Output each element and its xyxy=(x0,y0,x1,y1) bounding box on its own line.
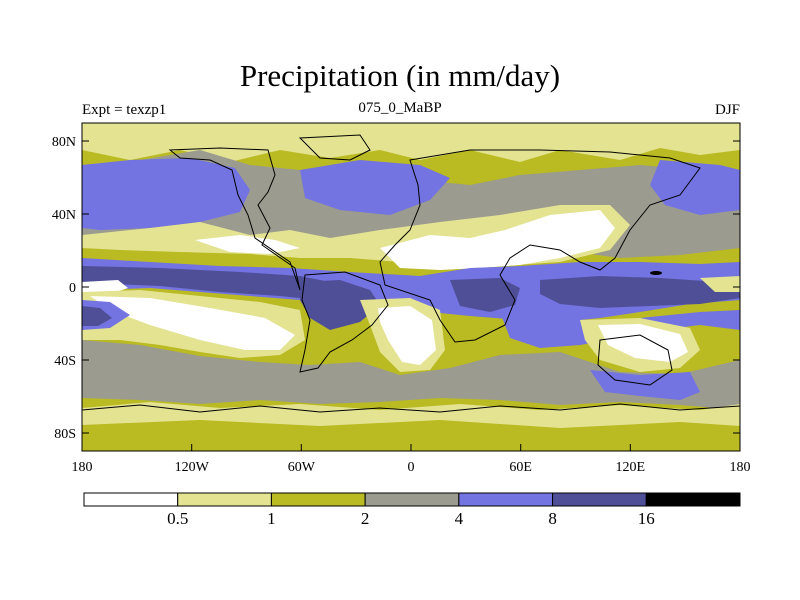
sh-midlatitude-gray xyxy=(82,340,740,410)
colorbar-level-label: 0.5 xyxy=(167,509,188,528)
colorbar-swatch xyxy=(552,492,647,507)
antarctic-olive xyxy=(82,420,740,451)
sahara-dry xyxy=(380,210,615,270)
colorbar-level-label: 4 xyxy=(455,509,464,528)
itcz-core xyxy=(82,266,340,300)
y-tick-label: 40S xyxy=(54,354,76,369)
time-label: 075_0_MaBP xyxy=(358,100,442,116)
map-fill-group xyxy=(82,123,740,451)
east-pacific-dry xyxy=(195,235,300,254)
x-tick-label: 180 xyxy=(730,460,751,475)
y-tick-label: 80N xyxy=(52,135,76,150)
chart-title: Precipitation (in mm/day) xyxy=(239,58,561,93)
colorbar-level-label: 1 xyxy=(267,509,276,528)
east-asia-wet xyxy=(650,160,740,215)
north-atlantic-wet xyxy=(300,160,450,215)
x-axis-ticks xyxy=(191,444,631,451)
y-tick-label: 0 xyxy=(69,281,76,296)
x-tick-label: 120W xyxy=(175,460,210,475)
x-tick-label: 60W xyxy=(288,460,316,475)
x-tick-label: 120E xyxy=(616,460,646,475)
south-atlantic-dry xyxy=(378,306,436,365)
sh-storm-wet xyxy=(590,370,700,400)
arctic-dry-zone xyxy=(82,123,740,162)
equatorial-dry-east xyxy=(700,276,740,292)
extreme-precip-spot xyxy=(650,271,662,275)
colorbar-level-label: 16 xyxy=(638,509,655,528)
x-tick-label: 60E xyxy=(509,460,532,475)
colorbar-swatch xyxy=(270,492,366,507)
equatorial-dry-west xyxy=(82,280,128,294)
x-tick-label: 0 xyxy=(408,460,415,475)
africa-core xyxy=(450,278,520,312)
colorbar-swatch xyxy=(83,492,179,507)
y-tick-label: 80S xyxy=(54,427,76,442)
coastline-australia xyxy=(597,334,673,386)
y-tick-label: 40N xyxy=(52,208,76,223)
coastlines xyxy=(82,134,740,413)
coastline-greenland xyxy=(298,134,371,161)
south-pacific-dry xyxy=(90,296,295,350)
colorbar-swatch xyxy=(458,492,554,507)
colorbar-swatch xyxy=(364,492,460,507)
colorbar-level-label: 2 xyxy=(361,509,370,528)
colorbar-level-label: 8 xyxy=(548,509,557,528)
north-pacific-wet xyxy=(82,158,250,230)
coastline-south-america xyxy=(299,271,389,373)
south-pacific-core xyxy=(82,306,112,326)
colorbar-swatch xyxy=(645,492,741,507)
colorbar-swatch xyxy=(177,492,272,507)
season-label: DJF xyxy=(714,102,740,118)
coastline-north-america xyxy=(168,147,301,291)
south-indian-white xyxy=(598,324,688,362)
coastline-antarctica xyxy=(82,403,740,413)
x-tick-label: 180 xyxy=(72,460,93,475)
coastline-eurasia-africa xyxy=(379,149,701,343)
indo-pacific-core xyxy=(540,276,740,308)
y-axis-ticks xyxy=(82,140,740,434)
experiment-label: Expt = texzp1 xyxy=(82,102,167,118)
colorbar: 0.5 1 2 4 8 16 xyxy=(83,492,741,528)
south-america-core xyxy=(300,280,380,330)
